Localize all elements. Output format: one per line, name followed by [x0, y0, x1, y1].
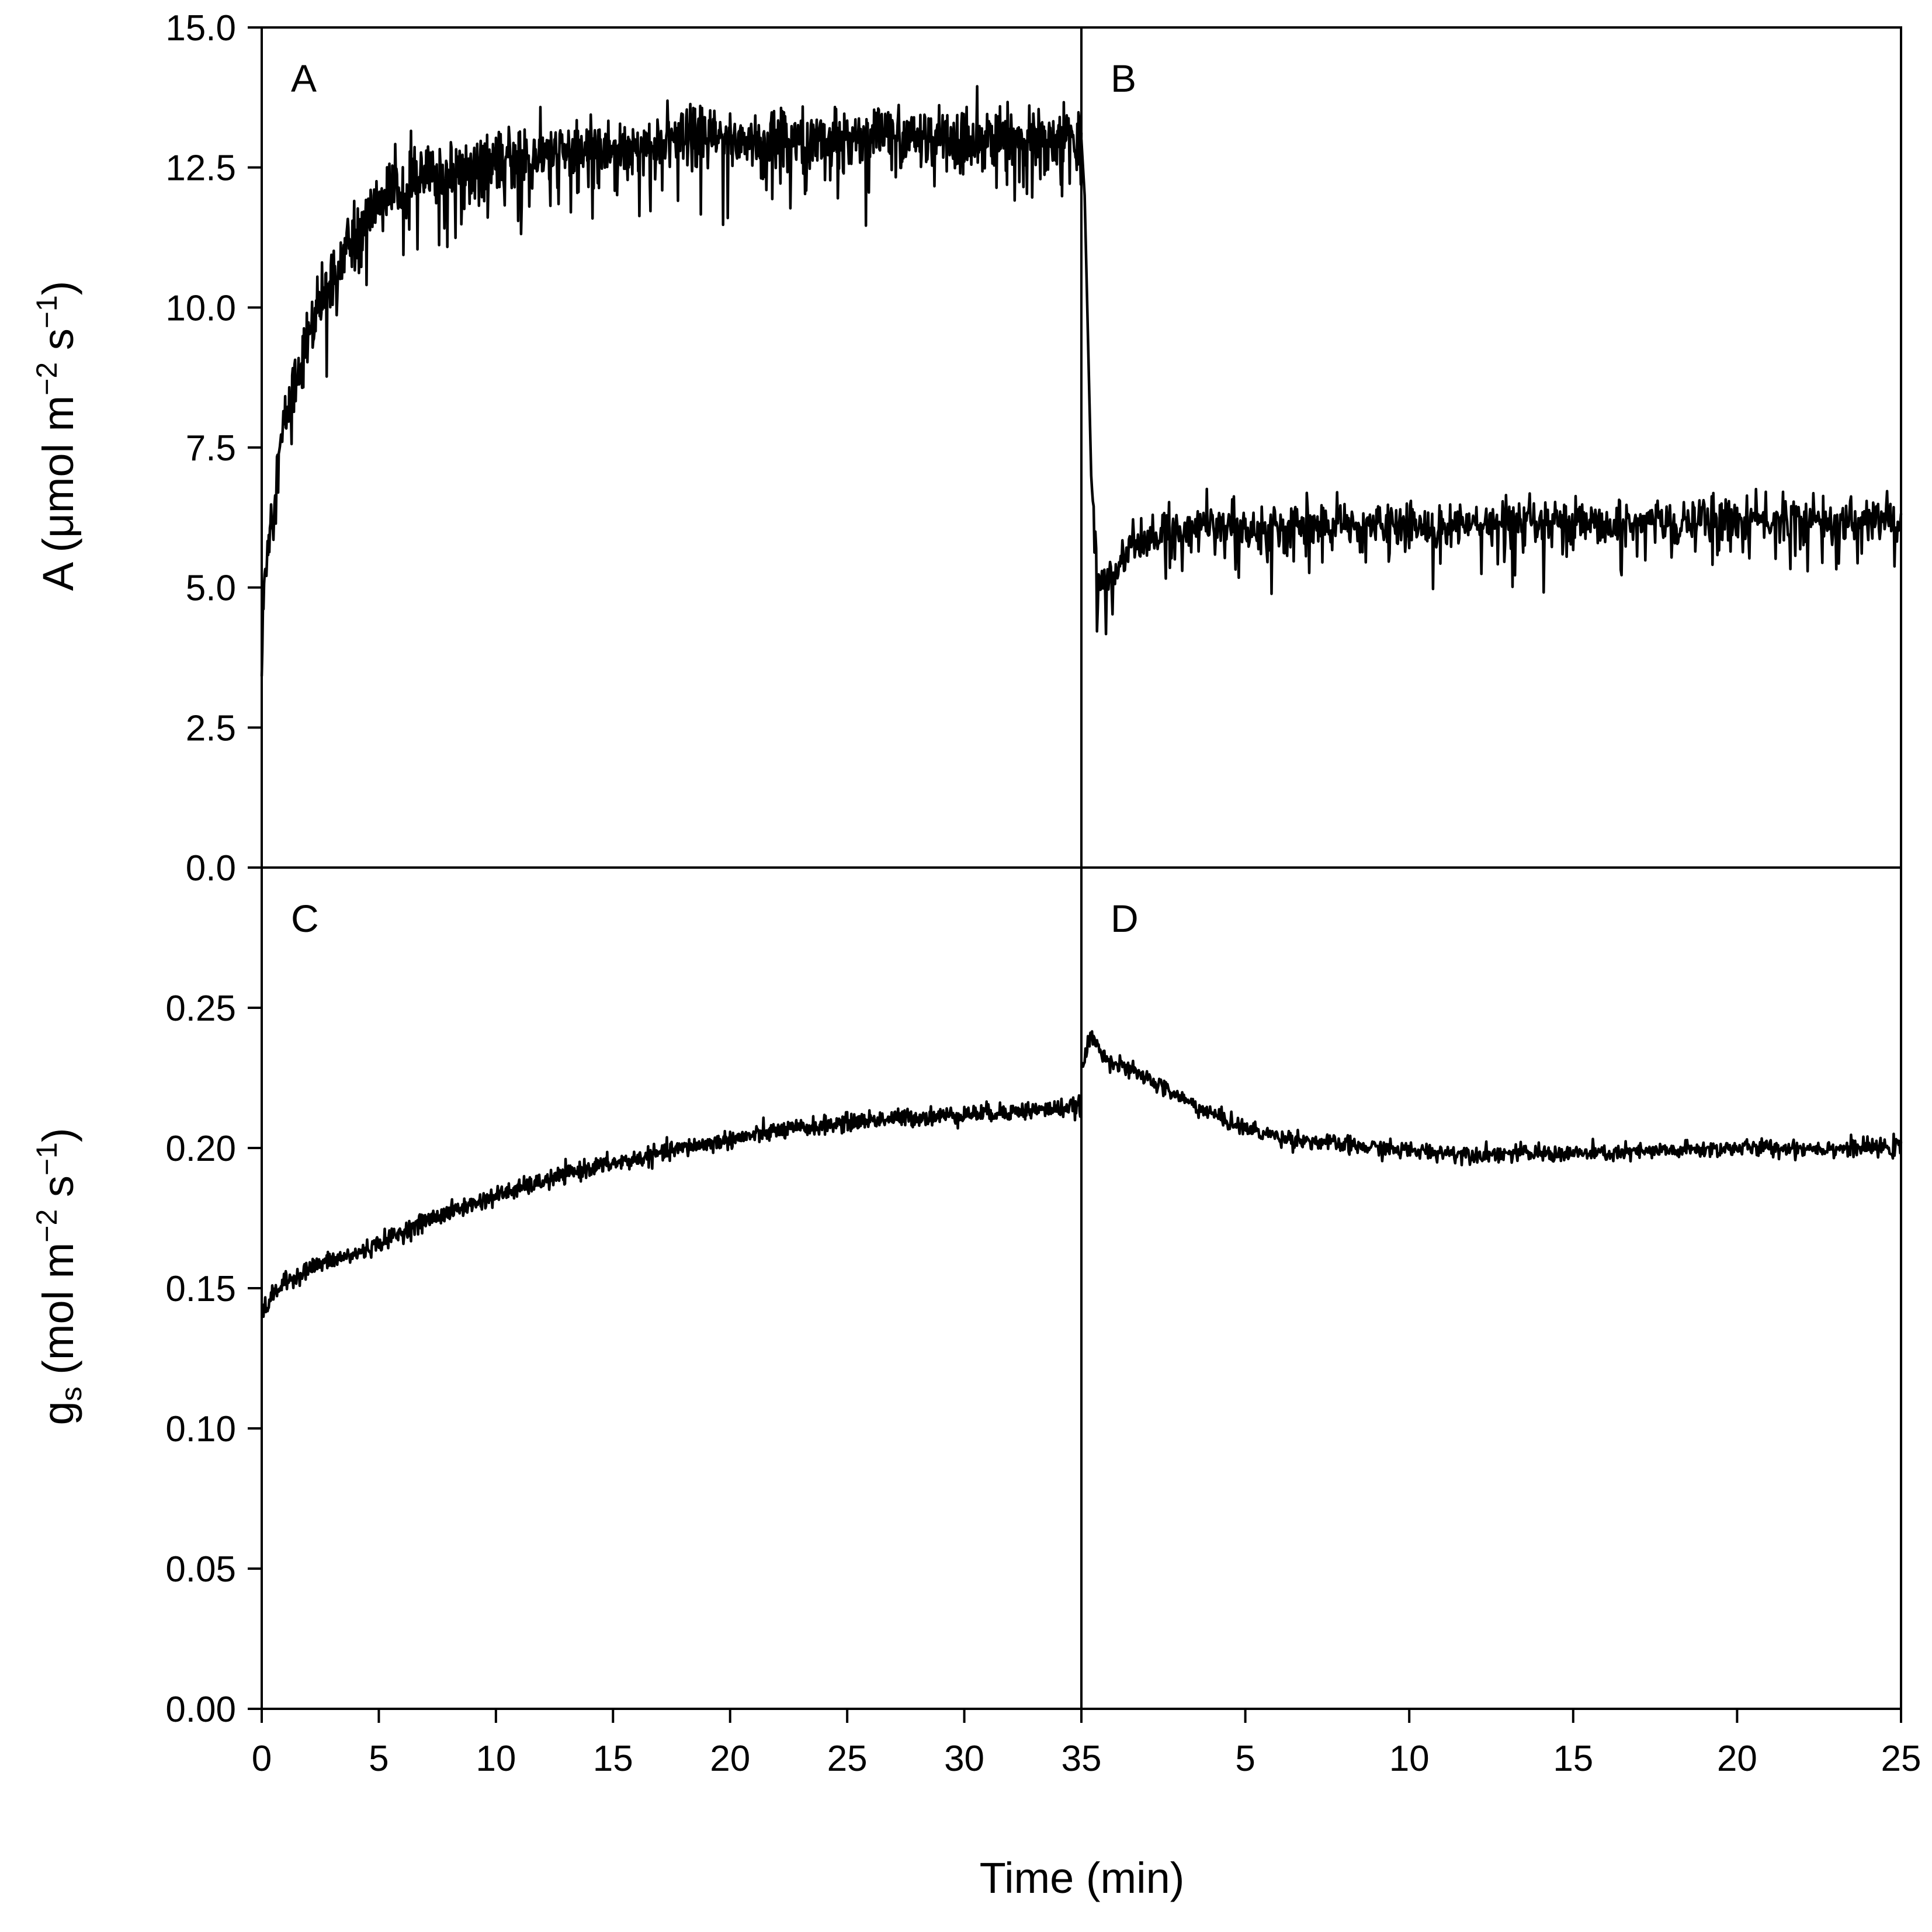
y-axis-label-bottom: gs (mol m−2 s−1) — [30, 1128, 88, 1425]
panel-label-D: D — [1111, 897, 1139, 940]
y-axis-label-top-exp2: −1 — [30, 295, 63, 328]
panels-group — [260, 85, 1903, 1318]
x-tick-label-right: 20 — [1717, 1739, 1757, 1779]
series-line-panel-C — [261, 1094, 1083, 1318]
series-line-panel-A — [260, 85, 1083, 677]
y-tick-label-top: 10.0 — [165, 288, 236, 328]
y-tick-label-bottom: 0.20 — [165, 1129, 236, 1169]
ticks-group: 15.0 12.5 10.0 7.5 5.0 2.5 0.0 0.25 0.20 0.15 0.10… — [165, 8, 1921, 1779]
panel-label-C: C — [291, 897, 319, 940]
x-tick-label-right: 5 — [1235, 1739, 1255, 1779]
series-line-panel-B — [1080, 139, 1903, 636]
labels-group: A B C D — [291, 57, 1139, 940]
y-tick-label-top: 5.0 — [186, 568, 236, 609]
x-tick-label-right: 15 — [1553, 1739, 1593, 1779]
y-axis-label-bottom-exp2: −1 — [30, 1142, 63, 1175]
y-tick-label-bottom: 0.15 — [165, 1269, 236, 1309]
x-tick-label-left: 20 — [710, 1739, 750, 1779]
y-tick-label-top: 12.5 — [165, 148, 236, 189]
y-axis-label-bottom-main: g — [34, 1401, 82, 1425]
y-tick-label-bottom: 0.25 — [165, 988, 236, 1029]
y-tick-label-top: 15.0 — [165, 8, 236, 48]
x-tick-label-left: 0 — [252, 1739, 272, 1779]
y-axis-label-top-main: A — [34, 561, 82, 591]
series-line-panel-D — [1080, 1030, 1903, 1167]
frames-group — [261, 26, 1902, 1710]
y-tick-label-top: 7.5 — [186, 428, 236, 469]
x-tick-label-left: 10 — [476, 1739, 516, 1779]
y-tick-label-bottom: 0.10 — [165, 1409, 236, 1449]
x-tick-label-left: 25 — [827, 1739, 868, 1779]
y-axis-label-top-exp1: −2 — [30, 362, 63, 396]
y-tick-label-top: 0.0 — [186, 848, 236, 889]
y-axis-label-bottom-unit: mol m — [34, 1243, 82, 1360]
x-tick-label-right: 10 — [1389, 1739, 1430, 1779]
y-axis-label-bottom-unit-mid: s — [34, 1175, 82, 1209]
panel-label-B: B — [1111, 57, 1136, 100]
y-axis-label-top: A (μmol m−2 s−1) — [30, 281, 82, 591]
y-axis-label-top-unit-mid: s — [34, 328, 82, 362]
y-tick-label-top: 2.5 — [186, 708, 236, 748]
y-axis-label-top-unit: μmol m — [34, 396, 82, 538]
x-tick-label-right: 25 — [1881, 1739, 1921, 1779]
x-tick-label-left: 5 — [369, 1739, 389, 1779]
y-tick-label-bottom: 0.05 — [165, 1549, 236, 1590]
x-axis-label: Time (min) — [980, 1854, 1185, 1902]
y-tick-label-bottom: 0.00 — [165, 1690, 236, 1730]
x-tick-label-left: 35 — [1062, 1739, 1102, 1779]
x-tick-label-left: 30 — [944, 1739, 984, 1779]
y-axis-label-bottom-sub: s — [55, 1386, 88, 1401]
x-tick-label-left: 15 — [593, 1739, 633, 1779]
y-axis-label-bottom-exp1: −2 — [30, 1209, 63, 1243]
panel-label-A: A — [291, 57, 317, 100]
